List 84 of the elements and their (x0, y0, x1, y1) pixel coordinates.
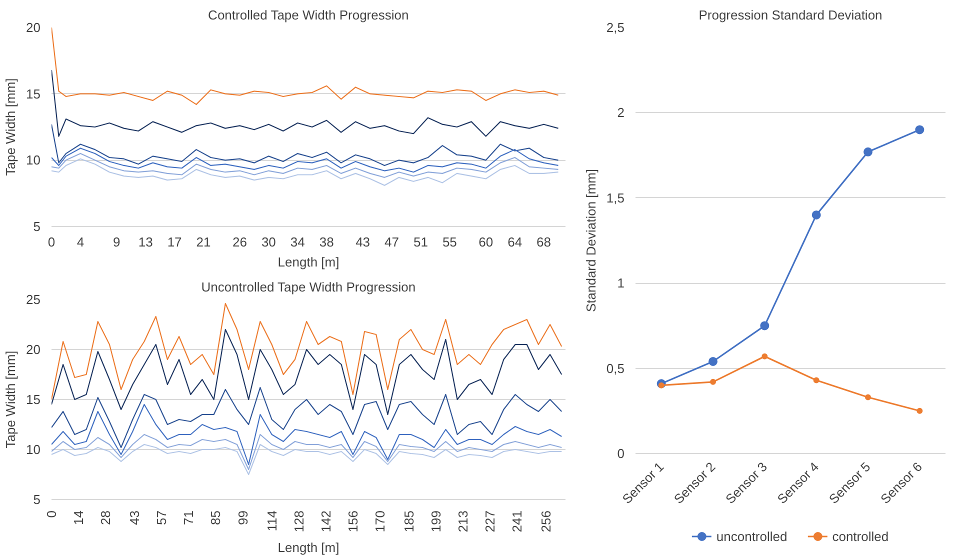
y-tick-label: 25 (26, 292, 41, 307)
x-tick-label: 13 (138, 234, 153, 250)
x-tick-label: 4 (76, 234, 84, 250)
y-tick-label: 10 (26, 442, 41, 457)
x-tick-label: 57 (154, 510, 170, 525)
line-series (52, 152, 559, 178)
line-series (52, 404, 562, 466)
x-tick-label: 30 (261, 234, 276, 250)
x-tick-label: 34 (290, 234, 305, 250)
y-tick-label: 15 (26, 392, 41, 407)
x-tick-label: 185 (401, 510, 416, 532)
y-tick-label: 2,5 (606, 20, 625, 35)
x-tick-label: 256 (538, 510, 554, 532)
point (658, 382, 664, 388)
point (864, 147, 872, 156)
x-tick-label: 38 (319, 234, 334, 250)
line-series (52, 386, 562, 448)
y-tick-label: 0,5 (606, 360, 625, 376)
x-tick-label: 43 (356, 234, 370, 250)
line-series (52, 158, 559, 186)
line-series (52, 124, 559, 166)
line-series (52, 28, 559, 105)
x-tick-label: 114 (264, 510, 280, 532)
x-tick-label: 85 (208, 510, 224, 525)
x-tick-label: 17 (167, 234, 182, 250)
x-tick-label: 9 (113, 234, 120, 250)
x-tick-label: 0 (44, 510, 59, 518)
y-tick-label: 1 (617, 276, 625, 291)
point (708, 356, 718, 366)
x-tick-label: 142 (318, 510, 334, 532)
point (915, 125, 924, 134)
point (916, 408, 923, 414)
x-tick-label: 43 (127, 510, 142, 525)
x-tick-label: 99 (235, 510, 250, 525)
point (813, 377, 820, 384)
point (760, 321, 770, 330)
y-tick-label: 0 (617, 446, 625, 461)
x-tick-label: 21 (196, 234, 211, 250)
x-tick-label: 51 (413, 234, 428, 250)
chart-title: Controlled Tape Width Progression (208, 8, 409, 22)
y-tick-label: 20 (26, 20, 41, 35)
legend-label: controlled (832, 528, 889, 544)
x-tick-label: 199 (428, 510, 444, 532)
x-tick-label: 156 (345, 510, 360, 532)
y-tick-label: 20 (26, 342, 41, 357)
legend-label: uncontrolled (716, 528, 788, 544)
y-tick-label: 10 (26, 152, 41, 168)
x-tick-label: 0 (48, 234, 56, 250)
x-tick-label: 55 (442, 234, 457, 250)
x-tick-label: 60 (478, 234, 494, 250)
chart-title: Progression Standard Deviation (698, 8, 882, 22)
x-tick-label: 68 (536, 234, 552, 250)
line-series (52, 302, 562, 400)
x-tick-label: 227 (482, 510, 498, 532)
line-series (52, 69, 559, 137)
y-axis-title: Tape Width [mm] (3, 350, 18, 448)
point (710, 378, 716, 385)
point (865, 394, 871, 400)
x-tick-label: 26 (232, 234, 247, 250)
y-axis-title: Standard Deviation [mm] (583, 168, 598, 312)
x-tick-label: 14 (71, 510, 86, 525)
x-tick-label: 28 (98, 510, 114, 525)
line-series (52, 148, 559, 173)
x-axis-title: Length [m] (278, 254, 340, 270)
y-tick-label: 1,5 (606, 190, 625, 206)
x-tick-label: 128 (291, 510, 306, 532)
y-tick-label: 2 (617, 105, 625, 120)
x-tick-label: 213 (456, 510, 471, 532)
x-tick-label: 64 (508, 234, 522, 250)
line-series (52, 444, 562, 476)
y-tick-label: 5 (33, 219, 41, 234)
x-tick-label: 47 (384, 234, 399, 250)
x-tick-label: 170 (372, 510, 388, 532)
y-axis-title: Tape Width [mm] (3, 78, 18, 176)
line-series (52, 328, 562, 416)
x-tick-label: 241 (510, 510, 525, 532)
y-tick-label: 5 (33, 492, 41, 507)
line-series (52, 434, 562, 470)
point (812, 210, 821, 220)
point (762, 353, 768, 360)
x-axis-title: Length [m] (278, 540, 340, 556)
chart-title: Uncontrolled Tape Width Progression (201, 280, 416, 294)
y-tick-label: 15 (26, 86, 41, 102)
x-tick-label: 71 (181, 510, 196, 525)
